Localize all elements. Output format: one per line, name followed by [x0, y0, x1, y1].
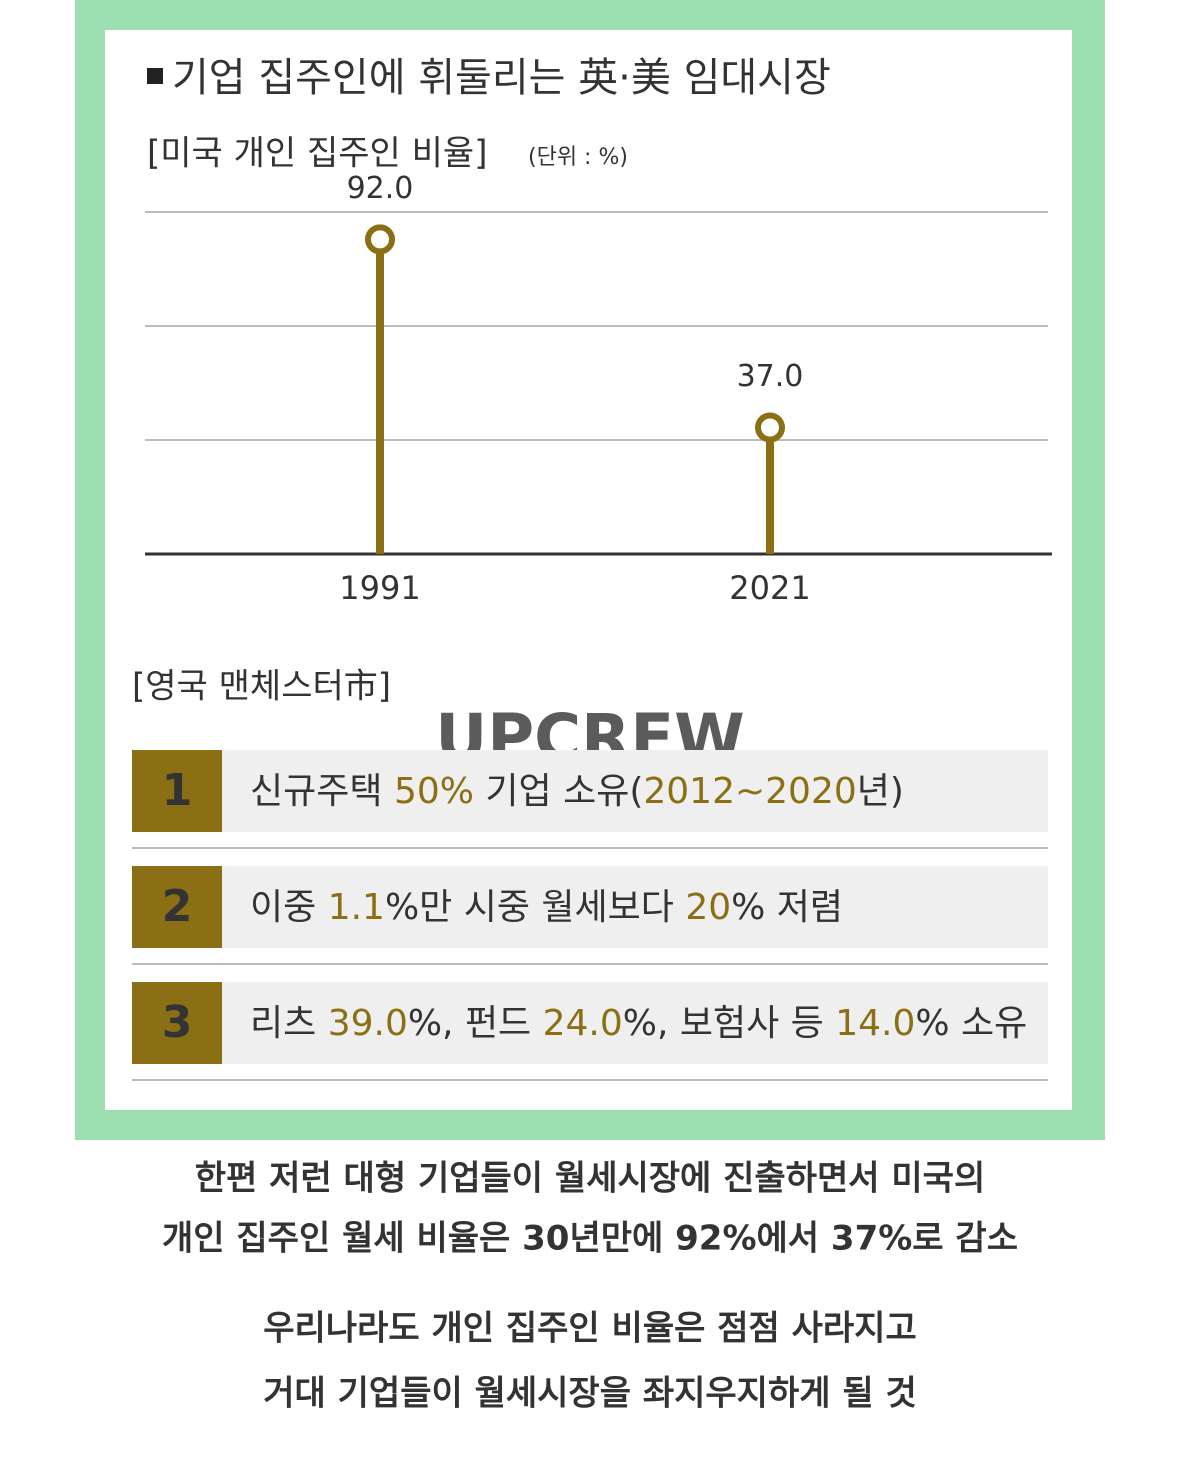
item-number: 1 — [162, 765, 193, 816]
caption-line: 거대 기업들이 월세시장을 좌지우지하게 될 것 — [263, 1374, 917, 1414]
item-text-part: 20 — [685, 887, 731, 928]
item-text: 리츠 39.0%, 펀드 24.0%, 보험사 등 14.0% 소유 — [250, 1003, 1027, 1044]
item-text-part: 2012~2020 — [643, 771, 856, 812]
item-text-part: 1.1 — [328, 887, 385, 928]
x-tick-label: 1991 — [339, 569, 420, 607]
item-number-box — [132, 866, 222, 948]
item-text: 이중 1.1%만 시중 월세보다 20% 저렴 — [250, 887, 843, 928]
item-text-part: 년) — [857, 771, 904, 812]
title-bullet — [147, 68, 163, 84]
item-number-box — [132, 982, 222, 1064]
x-tick-label: 2021 — [729, 569, 810, 607]
caption-line: 우리나라도 개인 집주인 비율은 점점 사라지고 — [263, 1309, 917, 1349]
dot — [365, 224, 395, 255]
item-text: 신규주택 50% 기업 소유(2012~2020년) — [250, 771, 904, 812]
chart-title: 기업 집주인에 휘둘리는 英·美 임대시장 — [172, 55, 831, 101]
item-text-part: %만 시중 월세보다 — [385, 887, 685, 928]
caption-line: 한편 저런 대형 기업들이 월세시장에 진출하면서 미국의 — [195, 1159, 985, 1199]
value-label: 37.0 — [737, 359, 804, 394]
item-text-part: 리츠 — [250, 1003, 328, 1044]
item-bg — [222, 866, 1048, 948]
item-text-part: 신규주택 — [250, 771, 394, 812]
item-number-box — [132, 750, 222, 832]
item-text-part: 14.0 — [835, 1003, 915, 1044]
unit-label: (단위 : %) — [528, 145, 628, 170]
item-text-part: 50% — [394, 771, 474, 812]
item-text-part: 39.0 — [328, 1003, 408, 1044]
item-text-part: %, 펀드 — [408, 1003, 543, 1044]
item-text-part: 이중 — [250, 887, 328, 928]
item-text-part: 24.0 — [543, 1003, 623, 1044]
item-text-part: 기업 소유( — [474, 771, 643, 812]
item-text-part: %, 보험사 등 — [623, 1003, 835, 1044]
chart-subtitle: [미국 개인 집주인 비율] — [147, 134, 487, 174]
item-bg — [222, 750, 1048, 832]
item-number: 3 — [162, 997, 193, 1048]
caption-line: 개인 집주인 월세 비율은 30년만에 92%에서 37%로 감소 — [162, 1219, 1018, 1259]
item-text-part: % 저렴 — [731, 887, 843, 928]
dot — [755, 412, 785, 443]
item-number: 2 — [162, 881, 193, 932]
item-bg — [222, 982, 1048, 1064]
section-heading: [영국 맨체스터市] — [132, 667, 391, 707]
value-label: 92.0 — [347, 171, 414, 206]
item-text-part: % 소유 — [915, 1003, 1027, 1044]
